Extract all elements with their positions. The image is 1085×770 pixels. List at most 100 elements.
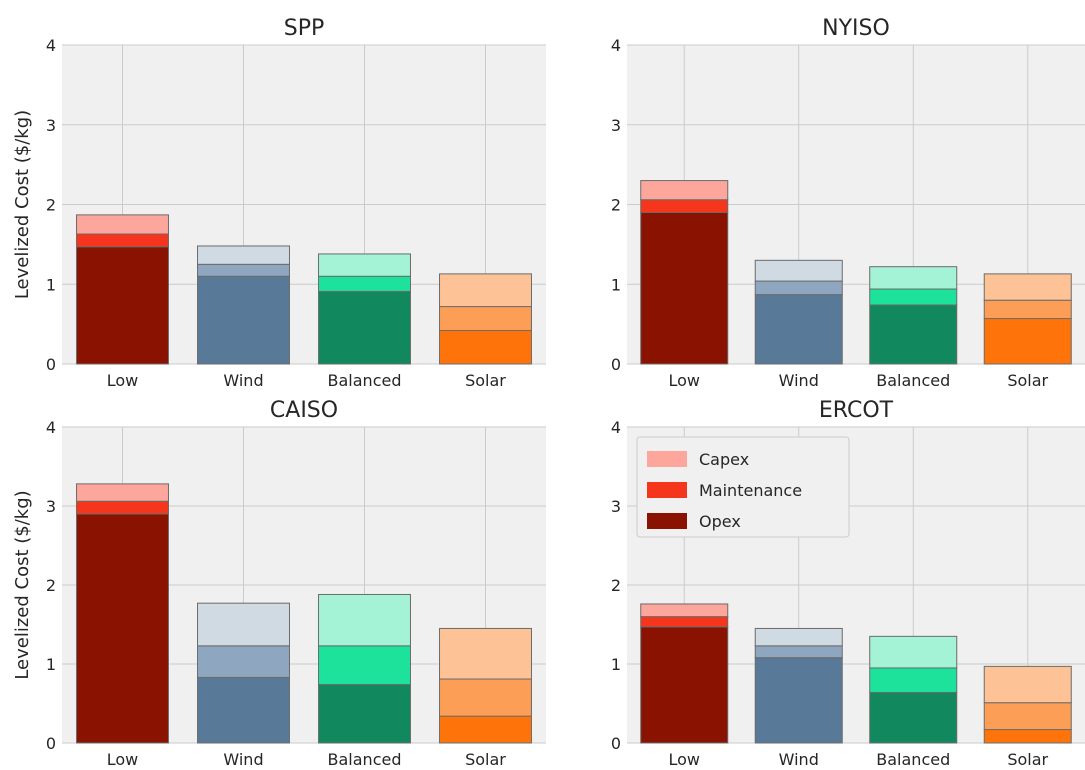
bar-wind-maintenance [754,645,843,659]
bar-wind-maintenance [754,280,843,296]
y-tick-label: 4 [46,418,56,437]
y-tick-label: 1 [611,275,621,294]
y-tick-label: 3 [611,116,621,135]
bar-low-capex [76,483,169,502]
x-tick-label: Wind [779,750,819,769]
legend-label-capex: Capex [699,450,749,469]
bar-low-maintenance [640,616,729,628]
y-tick-label: 4 [611,36,621,55]
y-tick-label: 2 [611,196,621,215]
x-tick-label: Balanced [328,750,402,769]
legend: Capex Maintenance Opex [636,436,850,538]
bar-low-opex [640,626,729,744]
x-tick-label: Wind [223,750,263,769]
y-axis-label: Levelized Cost ($/kg) [12,490,33,679]
bar-wind-capex [197,245,290,265]
bar-balanced-capex [869,266,958,290]
x-tick-label: Low [668,371,700,390]
bar-balanced-capex [318,253,411,277]
bar-low-maintenance [76,500,169,515]
bar-balanced-opex [318,290,411,365]
y-tick-label: 2 [611,576,621,595]
y-tick-label: 2 [46,576,56,595]
bar-balanced-maintenance [318,645,411,686]
y-tick-label: 0 [46,355,56,374]
bar-low-opex [76,513,169,744]
bar-balanced-capex [318,593,411,647]
bar-low-maintenance [76,233,169,248]
panel-title: CAISO [270,398,338,423]
y-tick-label: 3 [611,497,621,516]
x-tick-label: Solar [1007,750,1048,769]
bar-solar-opex [983,729,1072,744]
y-tick-label: 3 [46,497,56,516]
bar-low-capex [640,180,729,201]
x-tick-label: Balanced [328,371,402,390]
bar-low-capex [640,603,729,618]
bar-wind-opex [197,275,290,365]
y-tick-label: 4 [611,418,621,437]
x-tick-label: Solar [465,371,506,390]
bar-wind-opex [754,294,843,365]
legend-label-opex: Opex [699,512,741,531]
bar-balanced-opex [869,304,958,365]
chart-panel-caiso: 0 1 2 3 4 Low Wind Balanced Solar CAISO Levelized … [12,398,546,769]
x-tick-label: Low [668,750,700,769]
x-tick-label: Wind [223,371,263,390]
bar-balanced-maintenance [869,288,958,306]
bar-balanced-opex [869,691,958,744]
bar-wind-capex [754,627,843,647]
bar-solar-capex [439,627,532,680]
bar-solar-capex [983,273,1072,301]
y-tick-label: 0 [46,734,56,753]
bar-balanced-maintenance [318,275,411,292]
bar-low-maintenance [640,199,729,213]
y-tick-label: 4 [46,36,56,55]
bar-low-capex [76,214,169,235]
legend-label-maintenance: Maintenance [699,481,802,500]
bar-solar-opex [439,715,532,744]
bar-wind-opex [754,657,843,744]
x-tick-label: Solar [1007,371,1048,390]
panel-title: NYISO [822,16,890,41]
y-axis-label: Levelized Cost ($/kg) [12,110,33,299]
x-tick-label: Low [107,371,139,390]
bar-solar-opex [983,318,1072,365]
legend-swatch-capex [647,451,687,467]
chart-panel-ercot: 0 1 2 3 4 Low Wind Balanced Solar ERCOT Capex Maint… [611,398,1085,769]
bar-solar-maintenance [439,678,532,717]
y-tick-label: 3 [46,116,56,135]
x-tick-label: Solar [465,750,506,769]
bar-wind-capex [197,602,290,647]
panel-title: SPP [284,16,325,41]
bar-balanced-opex [318,684,411,744]
y-tick-label: 0 [611,355,621,374]
y-tick-label: 0 [611,734,621,753]
bar-solar-maintenance [983,299,1072,320]
bar-solar-maintenance [983,702,1072,731]
bar-wind-maintenance [197,645,290,678]
chart-panel-spp: 0 1 2 3 4 Low Wind Balanced Solar SPP Levelized Co… [12,16,546,390]
bar-solar-opex [439,330,532,365]
panel-title: ERCOT [819,398,894,423]
x-tick-label: Low [107,750,139,769]
y-tick-label: 1 [46,275,56,294]
bar-solar-maintenance [439,306,532,332]
y-tick-label: 2 [46,196,56,215]
bar-wind-maintenance [197,263,290,277]
y-tick-label: 1 [611,655,621,674]
bar-low-opex [640,211,729,365]
bar-wind-opex [197,676,290,744]
legend-swatch-opex [647,513,687,529]
bar-balanced-maintenance [869,667,958,693]
bar-wind-capex [754,259,843,282]
chart-panel-nyiso: 0 1 2 3 4 Low Wind Balanced Solar NYISO [611,16,1085,390]
bar-solar-capex [439,273,532,308]
bar-low-opex [76,246,169,365]
bar-balanced-capex [869,635,958,669]
legend-box [636,436,850,538]
legend-swatch-maintenance [647,482,687,498]
y-tick-label: 1 [46,655,56,674]
x-tick-label: Wind [779,371,819,390]
